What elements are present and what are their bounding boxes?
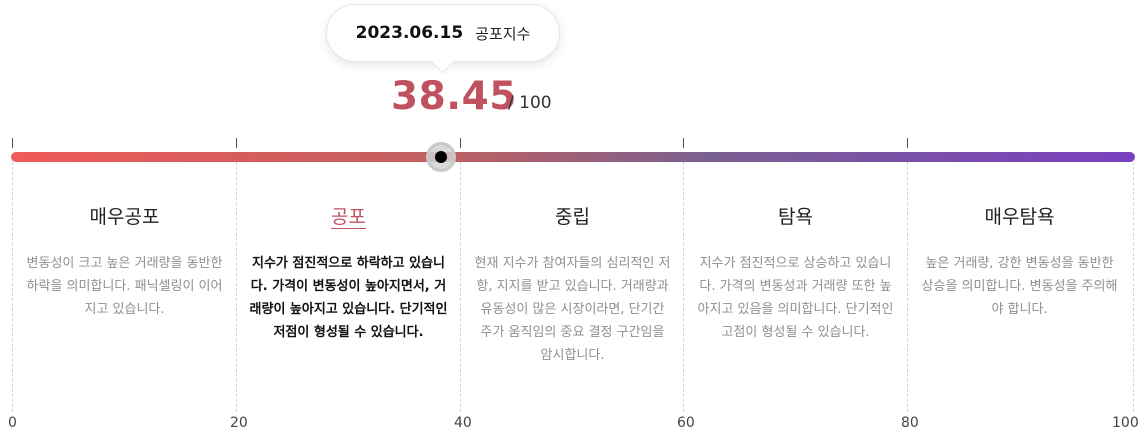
index-max: / 100 bbox=[508, 93, 552, 113]
tick-40 bbox=[460, 138, 461, 148]
segment-very-fear[interactable]: 매우공포 변동성이 크고 높은 거래량을 동반한 하락을 의미합니다. 패닉셀링… bbox=[13, 200, 236, 321]
segment-neutral[interactable]: 중립 현재 지수가 참여자들의 심리적인 저항, 지지를 받고 있습니다. 거래… bbox=[461, 200, 684, 367]
segment-title: 중립 bbox=[555, 206, 590, 228]
segment-title: 매우공포 bbox=[89, 206, 160, 228]
segment-very-greed[interactable]: 매우탐욕 높은 거래량, 강한 변동성을 동반한 상승을 의미합니다. 변동성을… bbox=[908, 200, 1131, 321]
divider-80 bbox=[907, 162, 908, 412]
gauge-knob-dot bbox=[435, 151, 447, 163]
index-value: 38.45 bbox=[391, 74, 517, 119]
segment-fear[interactable]: 공포 지수가 점진적으로 하락하고 있습니다. 가격이 변동성이 높아지면서, … bbox=[237, 200, 460, 344]
segment-title: 공포 bbox=[331, 206, 366, 228]
segment-desc: 지수가 점진적으로 상승하고 있습니다. 가격의 변동성과 거래량 또한 높아지… bbox=[697, 256, 894, 340]
segment-desc: 높은 거래량, 강한 변동성을 동반한 상승을 의미합니다. 변동성을 주의해야… bbox=[921, 256, 1118, 317]
scale-label-20: 20 bbox=[230, 415, 248, 431]
segment-desc: 현재 지수가 참여자들의 심리적인 저항, 지지를 받고 있습니다. 거래량과 … bbox=[474, 256, 671, 363]
tick-0 bbox=[12, 138, 13, 148]
scale-label-0: 0 bbox=[8, 415, 17, 431]
tick-20 bbox=[236, 138, 237, 148]
divider-60 bbox=[683, 162, 684, 412]
segment-greed[interactable]: 탐욕 지수가 점진적으로 상승하고 있습니다. 가격의 변동성과 거래량 또한 … bbox=[684, 200, 907, 344]
scale-label-40: 40 bbox=[454, 415, 472, 431]
scale-label-60: 60 bbox=[677, 415, 695, 431]
tick-80 bbox=[907, 138, 908, 148]
divider-20 bbox=[236, 162, 237, 412]
segment-title: 매우탐욕 bbox=[984, 206, 1055, 228]
divider-100 bbox=[1133, 162, 1134, 412]
segment-title: 탐욕 bbox=[778, 206, 813, 228]
scale-label-100: 100 bbox=[1112, 415, 1139, 431]
scale-label-80: 80 bbox=[901, 415, 919, 431]
divider-0 bbox=[12, 162, 13, 412]
tick-60 bbox=[683, 138, 684, 148]
segment-desc: 지수가 점진적으로 하락하고 있습니다. 가격이 변동성이 높아지면서, 거래량… bbox=[249, 256, 448, 340]
tooltip-date: 2023.06.15 bbox=[355, 23, 464, 43]
gauge-bar bbox=[11, 152, 1135, 162]
segment-desc: 변동성이 크고 높은 거래량을 동반한 하락을 의미합니다. 패닉셀링이 이어지… bbox=[26, 256, 223, 317]
date-tooltip: 2023.06.15 공포지수 bbox=[326, 4, 560, 62]
tooltip-label: 공포지수 bbox=[475, 24, 531, 43]
divider-40 bbox=[460, 162, 461, 412]
